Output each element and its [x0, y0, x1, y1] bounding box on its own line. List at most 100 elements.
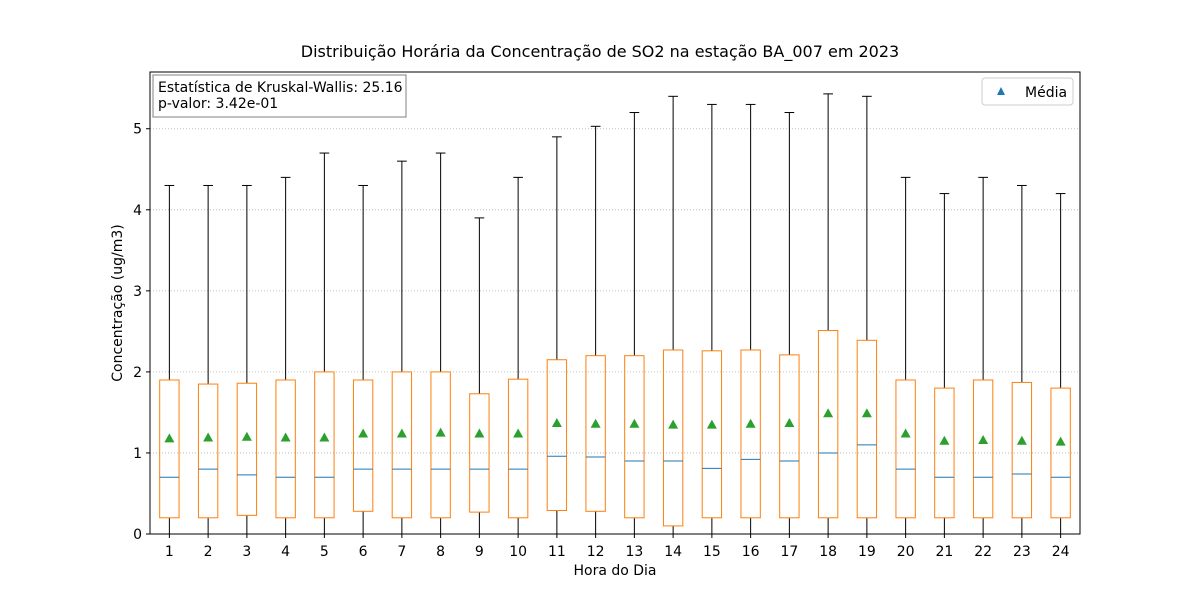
x-tick-label: 11: [548, 544, 566, 560]
stats-annotation-box: [152, 74, 407, 118]
iqr-box: [159, 379, 180, 519]
iqr-box: [507, 378, 529, 519]
box-hour-15: [701, 103, 723, 535]
chart-title: Distribuição Horária da Concentração de …: [301, 42, 899, 62]
iqr-box: [972, 379, 994, 519]
x-tick-label: 21: [935, 544, 953, 560]
iqr-box: [236, 382, 258, 516]
x-tick-label: 8: [436, 544, 445, 560]
x-tick-label: 14: [664, 544, 682, 560]
x-axis-label: Hora do Dia: [573, 563, 656, 579]
iqr-box: [740, 349, 761, 519]
x-tick-label: 2: [204, 544, 213, 560]
iqr-box: [430, 371, 451, 519]
mean-marker: [358, 428, 369, 438]
stats-annotation: Estatística de Kruskal-Wallis: 25.16 p-v…: [152, 74, 407, 118]
x-tick-label: 5: [320, 544, 329, 560]
mean-marker: [241, 431, 252, 441]
mean-marker: [939, 435, 950, 445]
x-tick-label: 24: [1052, 544, 1070, 560]
iqr-box: [934, 387, 955, 519]
mean-marker: [861, 408, 872, 418]
y-tick-label: 3: [133, 284, 142, 300]
x-tick-label: 15: [703, 544, 721, 560]
mean-marker: [978, 434, 989, 444]
box-hour-8: [430, 152, 451, 535]
mean-marker: [513, 428, 524, 438]
x-tick-label: 19: [858, 544, 876, 560]
legend-frame: [981, 77, 1074, 106]
box-hour-23: [1011, 184, 1033, 535]
x-tick-label: 20: [897, 544, 915, 560]
box-hour-12: [585, 125, 606, 535]
mean-marker: [551, 417, 562, 427]
x-tick-label: 6: [359, 544, 368, 560]
x-tick-label: 17: [780, 544, 798, 560]
iqr-box: [662, 349, 684, 527]
box-hour-5: [314, 152, 335, 535]
iqr-box: [469, 393, 490, 513]
mean-marker: [474, 428, 485, 438]
stats-annotation-line-1: Estatística de Kruskal-Wallis: 25.16: [158, 80, 403, 96]
y-axis: 0 1 2 3 4 5: [133, 122, 150, 543]
iqr-box: [1050, 387, 1071, 519]
mean-marker: [900, 428, 911, 438]
x-tick-label: 23: [1013, 544, 1031, 560]
mean-marker: [629, 418, 640, 428]
iqr-box: [1011, 381, 1033, 519]
mean-marker: [823, 408, 834, 418]
box-hour-7: [391, 160, 413, 535]
box-hour-4: [275, 176, 296, 535]
box-hour-22: [972, 176, 994, 535]
box-series: [159, 93, 1071, 535]
x-tick-label: 13: [625, 544, 643, 560]
iqr-box: [701, 350, 723, 519]
x-tick-label: 1: [165, 544, 174, 560]
mean-marker: [280, 432, 291, 442]
box-hour-3: [236, 184, 258, 535]
y-tick-label: 2: [133, 365, 142, 381]
x-tick-label: 16: [742, 544, 760, 560]
mean-marker: [1055, 436, 1066, 446]
x-tick-label: 7: [397, 544, 406, 560]
iqr-box: [817, 330, 839, 519]
iqr-box: [314, 371, 335, 519]
mean-marker: [706, 419, 717, 429]
x-tick-label: 22: [974, 544, 992, 560]
box-hour-18: [817, 93, 839, 535]
plot-frame: [149, 71, 1081, 535]
iqr-box: [197, 383, 219, 519]
y-tick-label: 0: [133, 527, 142, 543]
mean-marker: [1016, 435, 1027, 445]
mean-marker: [745, 418, 756, 428]
iqr-box: [624, 355, 645, 519]
iqr-box: [895, 379, 916, 519]
mean-marker: [164, 433, 175, 443]
iqr-box: [585, 355, 606, 512]
legend: Média: [981, 77, 1074, 106]
y-tick-label: 5: [133, 122, 142, 138]
box-hour-20: [895, 176, 916, 535]
y-axis-label: Concentração (ug/m3): [110, 224, 126, 381]
legend-entry-label: Média: [1025, 85, 1067, 101]
iqr-box: [391, 371, 413, 519]
y-tick-label: 4: [133, 203, 142, 219]
box-hour-9: [469, 217, 490, 535]
iqr-box: [546, 359, 568, 511]
mean-marker: [435, 427, 446, 437]
mean-marker: [396, 428, 407, 438]
x-tick-label: 12: [587, 544, 605, 560]
x-tick-label: 3: [242, 544, 251, 560]
box-hour-17: [779, 112, 800, 535]
iqr-box: [779, 354, 800, 519]
mean-marker: [590, 418, 601, 428]
y-tick-label: 1: [133, 446, 142, 462]
box-hour-16: [740, 103, 761, 535]
box-hour-14: [662, 95, 684, 535]
box-hour-24: [1050, 193, 1071, 535]
x-tick-label: 18: [819, 544, 837, 560]
x-tick-label: 4: [281, 544, 290, 560]
box-hour-21: [934, 193, 955, 535]
box-hour-13: [624, 112, 645, 535]
